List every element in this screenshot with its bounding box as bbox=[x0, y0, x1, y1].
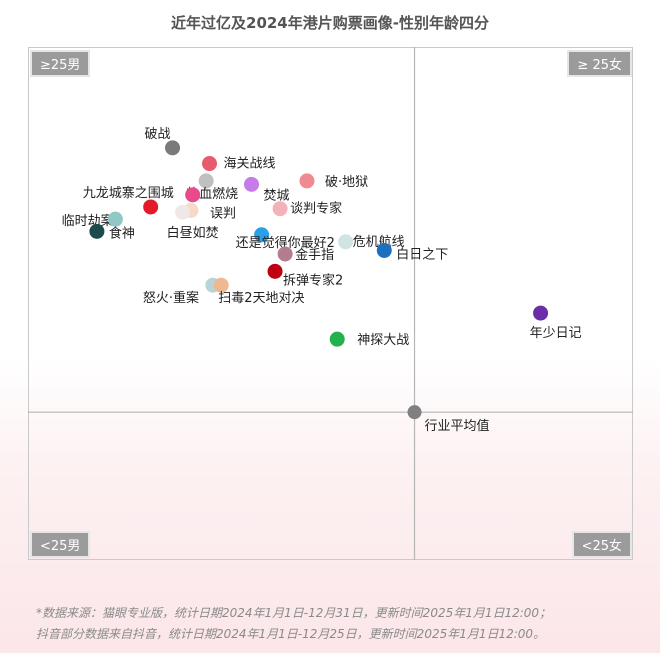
data-label: 怒火·重案 bbox=[143, 290, 199, 306]
data-point bbox=[533, 305, 549, 321]
data-point bbox=[299, 173, 315, 189]
data-label: 年少日记 bbox=[530, 326, 582, 341]
quadrant-label-top-left: ≥25男 bbox=[30, 50, 91, 77]
data-point bbox=[272, 201, 288, 217]
data-point bbox=[143, 199, 159, 215]
data-point bbox=[244, 176, 260, 192]
quadrant-label-bottom-left: <25男 bbox=[30, 531, 91, 558]
data-point bbox=[213, 277, 229, 293]
plot-area bbox=[28, 47, 633, 560]
quadrant-label-bottom-right: <25女 bbox=[571, 531, 632, 558]
data-point bbox=[89, 223, 105, 239]
chart-title: 近年过亿及2024年港片购票画像-性别年龄四分 bbox=[171, 14, 489, 32]
data-label: 食神 bbox=[109, 225, 135, 241]
data-point bbox=[267, 263, 283, 279]
footnote-line-1: *数据来源：猫眼专业版，统计日期2024年1月1日-12月31日，更新时间202… bbox=[36, 606, 552, 620]
footnote-line-2: 抖音部分数据来自抖音，统计日期2024年1月1日-12月25日，更新时间2025… bbox=[36, 627, 546, 641]
data-point bbox=[165, 140, 181, 156]
data-label: 误判 bbox=[210, 206, 236, 221]
data-label: 焚城 bbox=[264, 188, 290, 203]
data-label: 拆弹专家2 bbox=[283, 272, 343, 288]
data-label: 白昼如焚 bbox=[167, 225, 219, 241]
data-label: 白日之下 bbox=[396, 246, 448, 262]
data-point bbox=[277, 246, 293, 262]
reference-point-label: 行业平均值 bbox=[425, 418, 490, 434]
data-point bbox=[329, 331, 345, 347]
data-point bbox=[202, 156, 217, 172]
data-label: 破·地狱 bbox=[325, 175, 368, 190]
data-label: 危机航线 bbox=[353, 234, 405, 250]
data-label: 扫毒2天地对决 bbox=[218, 291, 304, 306]
data-point bbox=[107, 211, 123, 227]
data-label: 神探大战 bbox=[357, 333, 409, 348]
data-point bbox=[198, 173, 214, 189]
reference-point bbox=[407, 405, 422, 420]
data-label: 海关战线 bbox=[224, 157, 276, 172]
data-point bbox=[376, 242, 392, 258]
data-label: 九龙城寨之围城 bbox=[83, 185, 174, 201]
data-label: 谈判专家 bbox=[290, 201, 342, 217]
data-label: 破战 bbox=[145, 127, 171, 142]
data-label: 临时劫案 bbox=[62, 214, 114, 229]
data-label: 还是觉得你最好2 bbox=[236, 235, 335, 251]
data-label: 金手指 bbox=[295, 247, 334, 263]
data-point bbox=[254, 227, 270, 243]
quadrant-label-top-right: ≥ 25女 bbox=[567, 50, 632, 77]
data-point bbox=[338, 234, 354, 250]
data-point bbox=[185, 187, 201, 203]
data-point bbox=[175, 204, 191, 220]
